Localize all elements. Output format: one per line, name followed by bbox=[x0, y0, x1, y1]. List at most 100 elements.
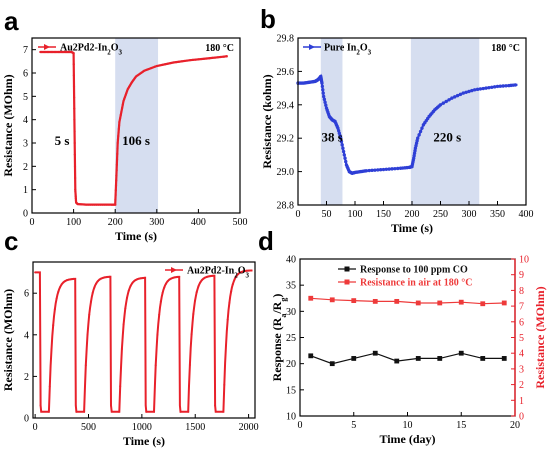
data-point bbox=[334, 123, 339, 127]
y-label-text: /R bbox=[270, 301, 284, 314]
y-tick-label: 10 bbox=[286, 412, 296, 423]
data-point bbox=[72, 63, 75, 66]
data-point bbox=[204, 276, 207, 279]
data-point bbox=[398, 166, 403, 170]
data-point bbox=[333, 119, 337, 124]
y-tick-label: 20 bbox=[286, 359, 296, 370]
data-point bbox=[205, 57, 208, 60]
data-point bbox=[72, 85, 76, 88]
data-point bbox=[242, 270, 245, 273]
legend-subscript: 2 bbox=[107, 49, 111, 57]
data-point bbox=[173, 276, 176, 279]
data-point bbox=[225, 55, 228, 58]
y-axis-label: Resistance (kohm) bbox=[260, 74, 274, 168]
data-point bbox=[341, 149, 346, 154]
data-point bbox=[224, 344, 227, 347]
data-point bbox=[415, 356, 421, 361]
plot-frame bbox=[32, 261, 256, 419]
data-point bbox=[240, 271, 243, 274]
data-point bbox=[105, 203, 108, 206]
data-point bbox=[211, 274, 214, 277]
plot-frame bbox=[31, 37, 241, 214]
series-line bbox=[310, 297, 505, 305]
x-tick-label: 0 bbox=[30, 217, 35, 228]
y2-tick-label: 6 bbox=[519, 317, 524, 328]
data-point bbox=[178, 275, 181, 278]
data-point bbox=[163, 286, 166, 289]
data-point bbox=[125, 92, 128, 95]
y2-tick-label: 3 bbox=[519, 364, 524, 375]
data-point bbox=[73, 130, 76, 133]
data-point bbox=[95, 203, 98, 206]
y-tick-label: 0 bbox=[24, 414, 29, 425]
legend-marker bbox=[171, 267, 177, 273]
data-point bbox=[117, 410, 120, 413]
legend-subscript: 3 bbox=[246, 272, 250, 280]
data-point bbox=[321, 91, 325, 95]
data-point bbox=[91, 203, 94, 206]
data-point bbox=[149, 67, 152, 70]
data-point bbox=[117, 124, 121, 127]
data-point bbox=[96, 280, 99, 283]
y2-tick-label: 4 bbox=[519, 349, 524, 360]
y-label-text: ) bbox=[270, 294, 284, 298]
data-point bbox=[480, 356, 486, 361]
data-point bbox=[211, 56, 214, 60]
shaded-region bbox=[320, 38, 343, 205]
y-tick-label: 29.4 bbox=[277, 100, 295, 111]
data-point bbox=[248, 269, 251, 272]
data-point bbox=[308, 353, 314, 359]
data-point bbox=[86, 333, 89, 336]
y2-axis-label: Resistance (MOhm) bbox=[533, 286, 547, 388]
data-point bbox=[513, 83, 518, 87]
data-point bbox=[74, 194, 77, 198]
x-tick-label: 10 bbox=[403, 420, 413, 431]
data-point bbox=[84, 364, 87, 367]
data-point bbox=[319, 79, 324, 84]
data-point bbox=[401, 166, 405, 170]
data-point bbox=[158, 313, 161, 316]
data-point bbox=[127, 289, 130, 292]
y-tick-label: 29.0 bbox=[277, 167, 295, 178]
data-point bbox=[143, 69, 146, 72]
data-point bbox=[91, 292, 94, 295]
data-point bbox=[93, 286, 96, 289]
x-tick-label: 20 bbox=[510, 420, 520, 431]
data-point bbox=[107, 275, 110, 278]
x-tick-label: 350 bbox=[490, 209, 505, 220]
y-label-subscript: a bbox=[279, 314, 288, 318]
y-label-text: Response (R bbox=[270, 317, 284, 381]
y-axis-label: Response (Ra/Rg) bbox=[270, 294, 288, 382]
data-point bbox=[59, 286, 62, 289]
data-point bbox=[110, 404, 113, 407]
data-point bbox=[172, 61, 175, 64]
data-point bbox=[339, 139, 344, 144]
data-point bbox=[231, 283, 234, 286]
data-point bbox=[345, 164, 349, 169]
data-point bbox=[208, 57, 211, 60]
recovery-time-label: 220 s bbox=[433, 130, 461, 145]
data-point bbox=[108, 275, 111, 278]
data-point bbox=[339, 136, 343, 140]
data-point bbox=[129, 285, 132, 288]
data-point bbox=[55, 297, 58, 300]
data-point bbox=[72, 277, 75, 280]
data-point bbox=[122, 323, 125, 326]
y-label-subscript: g bbox=[279, 298, 288, 302]
data-point bbox=[60, 283, 63, 286]
data-point bbox=[116, 141, 119, 145]
chart-panel-b: 0 50 100 150 200 250 300 350 400 28.8 29.0 29.2 29.4… bbox=[260, 34, 534, 236]
data-point bbox=[183, 59, 186, 63]
x-tick-label: 200 bbox=[108, 217, 123, 228]
data-point bbox=[97, 203, 100, 206]
data-point bbox=[394, 298, 400, 304]
data-point bbox=[187, 410, 190, 413]
x-tick-label: 100 bbox=[66, 217, 81, 228]
data-point bbox=[394, 358, 400, 364]
data-point bbox=[115, 174, 118, 177]
data-point bbox=[47, 410, 50, 413]
data-point bbox=[123, 97, 126, 101]
temperature-annotation: 180 °C bbox=[491, 43, 520, 54]
data-point bbox=[192, 313, 195, 316]
